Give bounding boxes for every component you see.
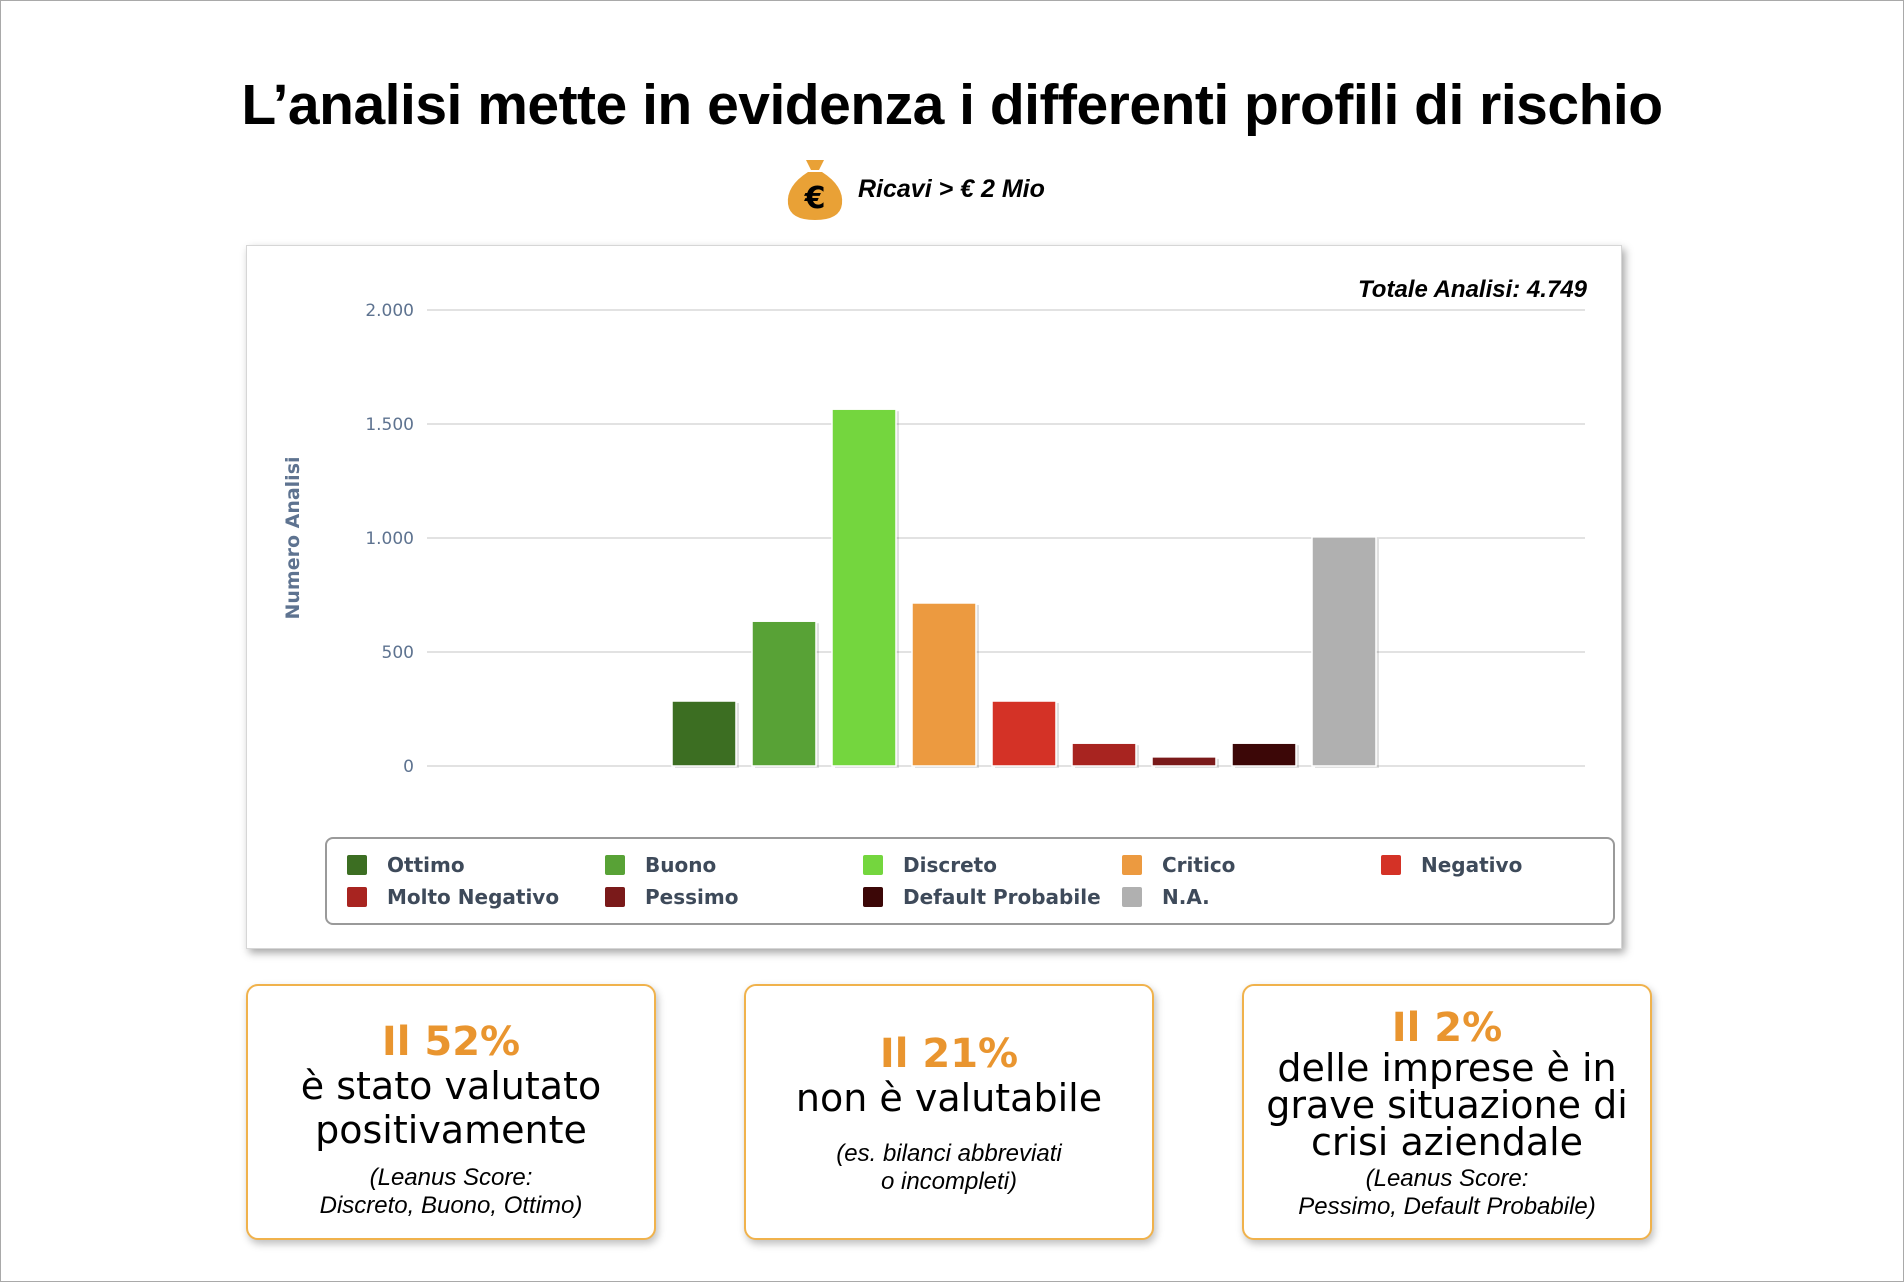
legend-item[interactable]: Default Probabile	[863, 883, 1101, 911]
stat-note: (Leanus Score: Discreto, Buono, Ottimo)	[319, 1164, 583, 1219]
legend-item[interactable]: Discreto	[863, 851, 997, 879]
legend-item[interactable]: Pessimo	[605, 883, 738, 911]
bar-pessimo	[1151, 756, 1217, 767]
stat-description: è stato valutato positivamente	[300, 1064, 602, 1152]
legend-item[interactable]: Critico	[1122, 851, 1235, 879]
stat-percentage: Il 52%	[381, 1019, 521, 1065]
money-bag-euro-icon: €	[787, 160, 843, 220]
legend-label: Ottimo	[387, 853, 465, 877]
total-annotation: Totale Analisi: 4.749	[1358, 276, 1587, 303]
subtitle: € Ricavi > € 2 Mio	[786, 156, 1045, 222]
y-tick-label: 500	[382, 643, 414, 663]
bar-default-probabile	[1231, 742, 1297, 767]
legend-label: Discreto	[903, 853, 997, 877]
stat-description: delle imprese è in grave situazione di c…	[1266, 1046, 1628, 1164]
legend-label: Molto Negativo	[387, 885, 560, 909]
stat-note: (es. bilanci abbreviati o incompleti)	[836, 1140, 1062, 1195]
stat-card-positive: Il 52% è stato valutato positivamente (L…	[246, 984, 656, 1240]
legend-item[interactable]: Molto Negativo	[347, 883, 559, 911]
legend-item[interactable]: Negativo	[1381, 851, 1522, 879]
legend-label: Critico	[1162, 853, 1236, 877]
bar-chart: 0 500 1.000 1.500 2.000 Numero Analisi	[282, 301, 1585, 777]
stat-description: non è valutabile	[795, 1076, 1103, 1120]
legend-swatch	[863, 855, 883, 875]
bar-critico	[911, 602, 977, 767]
y-tick-label: 2.000	[365, 301, 414, 321]
legend-swatch	[1122, 855, 1142, 875]
bar-buono	[751, 620, 817, 767]
y-tick-label: 0	[403, 757, 414, 777]
legend-swatch	[347, 887, 367, 907]
bar-discreto	[831, 408, 897, 767]
stat-card-not-evaluable: Il 21% non è valutabile (es. bilanci abb…	[744, 984, 1154, 1240]
chart-legend: Ottimo Buono Discreto Critico Negativo Molto …	[325, 837, 1615, 925]
bar-ottimo	[671, 700, 737, 767]
legend-swatch	[863, 887, 883, 907]
legend-item[interactable]: Ottimo	[347, 851, 465, 879]
legend-swatch	[1122, 887, 1142, 907]
bar-negativo	[991, 700, 1057, 767]
bar-molto-negativo	[1071, 742, 1137, 767]
legend-label: Default Probabile	[903, 885, 1101, 909]
legend-item[interactable]: Buono	[605, 851, 716, 879]
legend-label: N.A.	[1162, 885, 1210, 909]
legend-swatch	[347, 855, 367, 875]
stat-note: (Leanus Score: Pessimo, Default Probabil…	[1298, 1165, 1596, 1220]
legend-label: Buono	[645, 853, 717, 877]
slide-title: L’analisi mette in evidenza i differenti…	[241, 73, 1663, 137]
chart-card: 0 500 1.000 1.500 2.000 Numero Analisi Totale…	[246, 245, 1622, 949]
legend-swatch	[605, 855, 625, 875]
legend-item[interactable]: N.A.	[1122, 883, 1210, 911]
legend-swatch	[1381, 855, 1401, 875]
y-axis-label: Numero Analisi	[282, 456, 304, 619]
stat-percentage: Il 2%	[1391, 1005, 1503, 1051]
subtitle-text: Ricavi > € 2 Mio	[858, 174, 1045, 203]
legend-label: Negativo	[1421, 853, 1523, 877]
y-tick-label: 1.500	[365, 415, 414, 435]
legend-swatch	[605, 887, 625, 907]
legend-label: Pessimo	[645, 885, 739, 909]
y-tick-label: 1.000	[365, 529, 414, 549]
bar-n-a-	[1311, 536, 1377, 767]
stat-card-crisis: Il 2% delle imprese è in grave situazion…	[1242, 984, 1652, 1240]
euro-glyph: €	[804, 181, 826, 216]
stat-percentage: Il 21%	[879, 1031, 1019, 1077]
